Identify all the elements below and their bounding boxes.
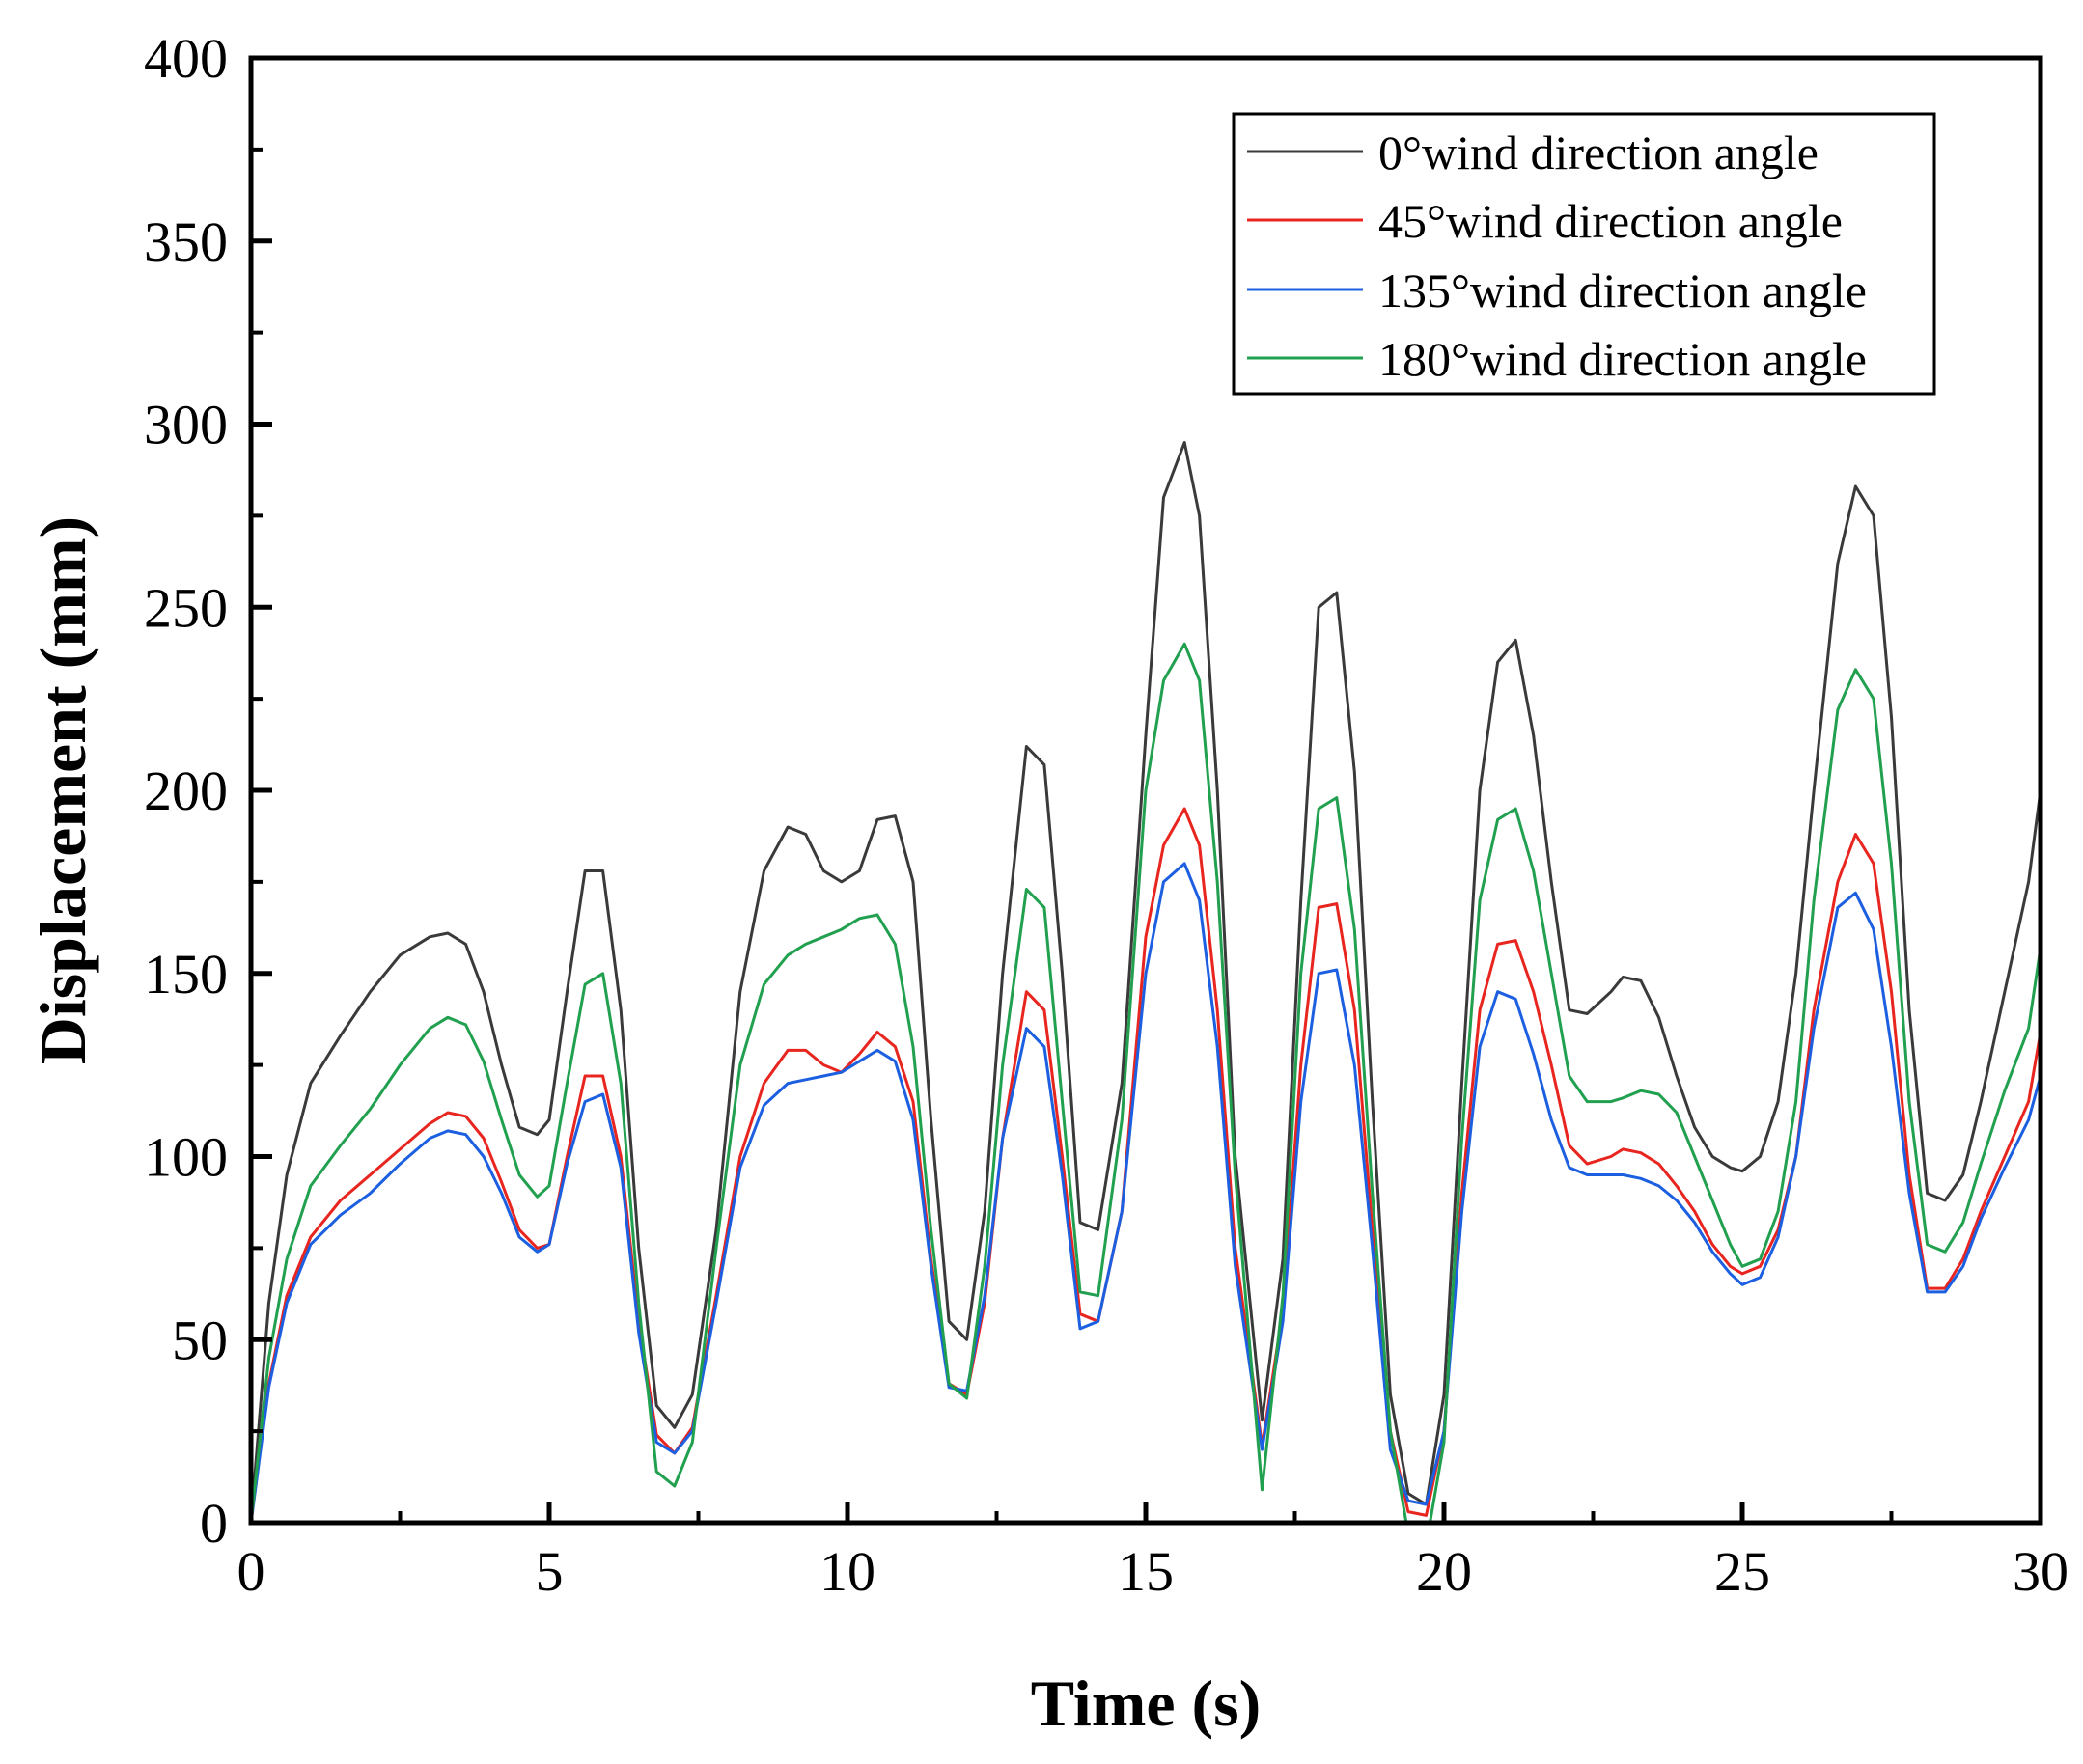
series-line-2 [251, 862, 2041, 1523]
y-tick-label: 300 [144, 394, 228, 456]
x-tick-label: 15 [1118, 1540, 1174, 1603]
x-tick-label: 0 [237, 1540, 265, 1603]
legend-box [1232, 112, 1936, 396]
y-tick-label: 350 [144, 210, 228, 273]
y-tick-label: 250 [144, 576, 228, 639]
series-line-1 [251, 807, 2041, 1523]
x-tick-label: 30 [2013, 1540, 2069, 1603]
legend-item-3: 180°wind direction angle [1247, 332, 1867, 386]
x-tick-label: 25 [1714, 1540, 1770, 1603]
x-axis-title: Time (s) [1031, 1667, 1262, 1740]
x-tick-label: 5 [536, 1540, 564, 1603]
series-layer [251, 441, 2041, 1523]
legend: 0°wind direction angle 45°wind direction… [1232, 112, 1936, 396]
legend-label-0: 0°wind direction angle [1378, 125, 1819, 179]
legend-item-0: 0°wind direction angle [1247, 125, 1819, 179]
legend-label-2: 135°wind direction angle [1378, 263, 1867, 317]
series-line-3 [251, 642, 2041, 1523]
legend-label-3: 180°wind direction angle [1378, 332, 1867, 386]
legend-label-1: 45°wind direction angle [1378, 194, 1843, 248]
x-tick-label: 20 [1416, 1540, 1472, 1603]
y-tick-label: 50 [172, 1309, 228, 1371]
legend-item-2: 135°wind direction angle [1247, 263, 1867, 317]
y-tick-label: 400 [144, 27, 228, 90]
y-tick-label: 200 [144, 759, 228, 822]
y-axis-title: Displacement (mm) [26, 516, 99, 1064]
legend-item-1: 45°wind direction angle [1247, 194, 1843, 248]
y-tick-label: 150 [144, 943, 228, 1006]
y-tick-label: 0 [200, 1492, 228, 1555]
x-tick-label: 10 [819, 1540, 875, 1603]
series-line-0 [251, 441, 2041, 1523]
y-tick-label: 100 [144, 1126, 228, 1189]
